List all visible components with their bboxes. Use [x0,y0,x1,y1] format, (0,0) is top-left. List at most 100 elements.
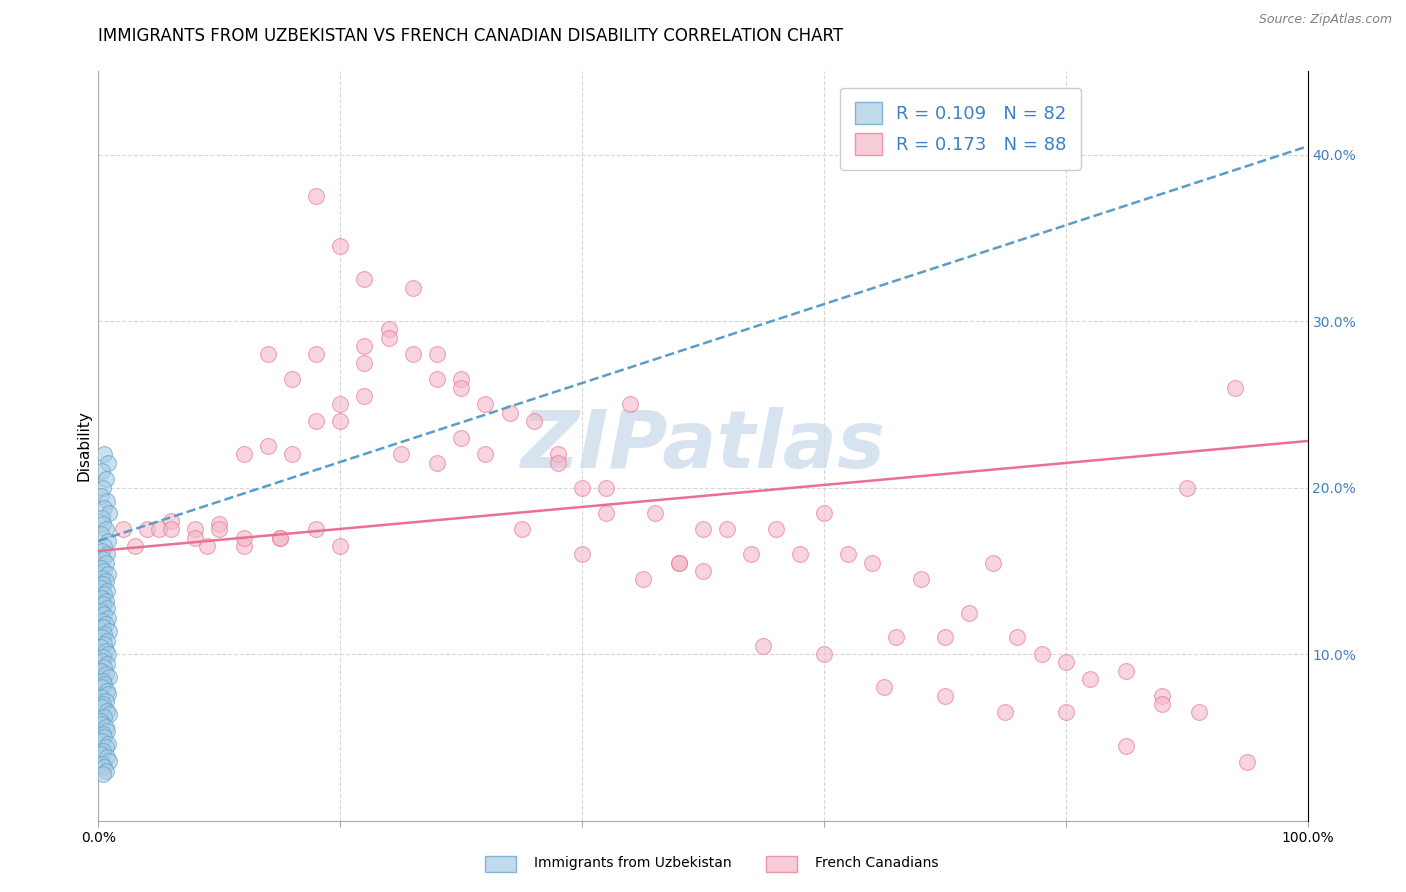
Point [96,704,118,718]
Point [98,707,121,722]
Point [160,514,183,528]
Point [402,347,425,361]
Text: Source: ZipAtlas.com: Source: ZipAtlas.com [1258,13,1392,27]
Point [111,522,134,536]
Point [91,591,114,605]
Point [90,714,112,728]
Point [195,539,218,553]
Legend: R = 0.109   N = 82, R = 0.173   N = 88: R = 0.109 N = 82, R = 0.173 N = 88 [841,88,1081,169]
Point [97,610,120,624]
Point [619,397,641,411]
Point [668,556,690,570]
Point [523,414,546,428]
Point [96,683,118,698]
Point [90,604,112,618]
Point [377,322,399,336]
Point [1236,756,1258,770]
Point [353,356,375,370]
Point [256,439,278,453]
Point [91,464,114,478]
Point [91,744,114,758]
Point [426,456,449,470]
Point [813,647,835,661]
Point [91,552,114,566]
Y-axis label: Disability: Disability [76,410,91,482]
Point [329,414,352,428]
Point [94,472,117,486]
Point [98,670,121,684]
Point [208,522,231,536]
Point [97,737,120,751]
Point [232,447,254,461]
Point [97,533,120,548]
Point [148,522,170,536]
Text: ZIPatlas: ZIPatlas [520,407,886,485]
Point [91,481,114,495]
Point [97,647,120,661]
Point [668,556,690,570]
Point [1054,706,1077,720]
Point [91,700,114,714]
Point [377,331,399,345]
Point [91,673,114,688]
Point [97,567,120,582]
Point [426,372,449,386]
Point [96,600,118,615]
Point [232,539,254,553]
Point [94,574,117,588]
Point [305,189,328,203]
Point [93,564,115,578]
Point [184,522,207,536]
Point [91,631,114,645]
Point [269,531,291,545]
Point [91,697,114,711]
Point [498,406,520,420]
Point [740,547,762,561]
Point [232,531,254,545]
Point [981,556,1004,570]
Point [305,347,328,361]
Point [813,506,835,520]
Point [281,372,304,386]
Point [450,431,472,445]
Text: IMMIGRANTS FROM UZBEKISTAN VS FRENCH CANADIAN DISABILITY CORRELATION CHART: IMMIGRANTS FROM UZBEKISTAN VS FRENCH CAN… [98,27,844,45]
Point [94,594,117,608]
Point [96,583,118,598]
Point [160,522,183,536]
Point [91,597,114,611]
Point [1175,481,1198,495]
Point [886,631,908,645]
Text: French Canadians: French Canadians [815,856,939,871]
Point [96,547,118,561]
Point [94,720,117,734]
Point [91,727,114,741]
Point [98,624,121,638]
Point [91,510,114,524]
Point [93,710,115,724]
Point [353,389,375,403]
Point [91,570,114,584]
Point [91,733,114,747]
Point [1031,647,1053,661]
Point [692,522,714,536]
Point [90,640,112,655]
Point [93,660,115,674]
Point [90,747,112,761]
Point [94,764,117,778]
Point [96,723,118,738]
Point [1115,664,1137,678]
Point [96,657,118,672]
Point [595,481,617,495]
Point [450,372,472,386]
Point [752,639,775,653]
Point [93,500,115,515]
Point [510,522,533,536]
Point [873,681,896,695]
Point [595,506,617,520]
Point [96,633,118,648]
Point [93,677,115,691]
Point [1152,697,1174,711]
Point [1054,656,1077,670]
Point [90,690,112,705]
Point [934,631,956,645]
